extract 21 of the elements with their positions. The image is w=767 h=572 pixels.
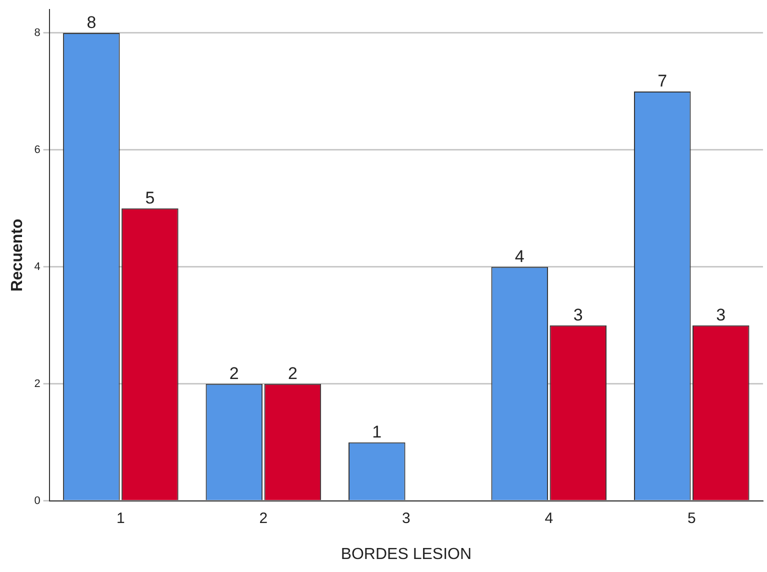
x-tick-label: 3: [402, 510, 410, 527]
data-label: 3: [573, 306, 583, 325]
x-tick-label: 5: [687, 510, 696, 527]
x-tick-label: 1: [116, 510, 125, 527]
x-tick-label: 4: [544, 510, 554, 527]
y-tick-label: 2: [34, 378, 40, 390]
data-label: 7: [658, 72, 668, 91]
data-label: 2: [229, 364, 239, 384]
y-tick-label: 4: [34, 260, 40, 273]
data-label: 2: [288, 364, 298, 384]
y-tick-label: 6: [34, 144, 40, 156]
data-label: 5: [145, 188, 155, 208]
y-tick-label: 8: [34, 27, 40, 40]
x-axis-title: BORDES LESION: [340, 546, 472, 563]
data-label: 4: [514, 247, 524, 266]
data-label: 8: [86, 13, 96, 32]
y-axis-title: Recuento: [9, 218, 26, 292]
x-tick-label: 2: [259, 510, 268, 527]
data-label: 1: [372, 422, 382, 442]
data-label: 3: [716, 306, 726, 325]
y-tick-label: 0: [34, 494, 40, 507]
